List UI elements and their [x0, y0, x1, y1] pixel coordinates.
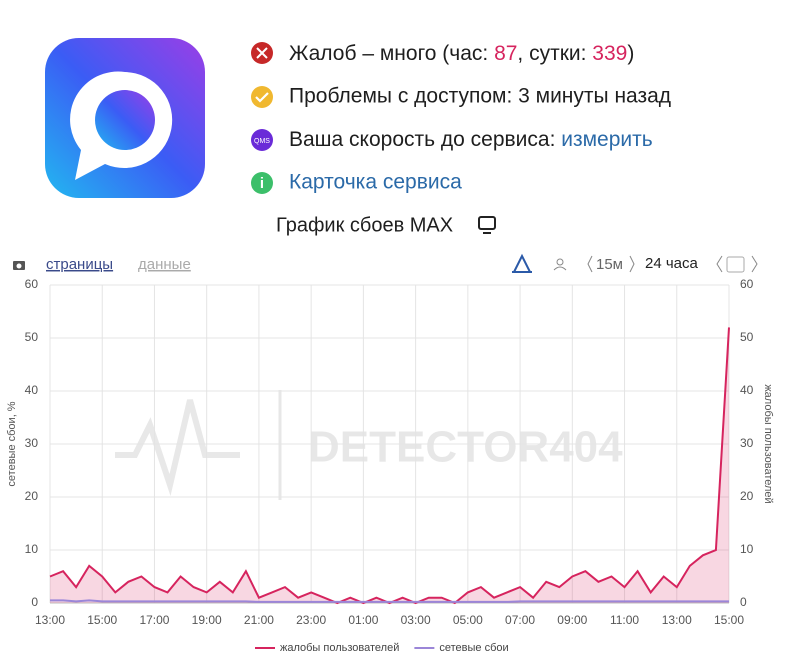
legend-label: сетевые сбои: [439, 642, 508, 654]
y-tick-label: 30: [25, 436, 39, 450]
y-tick-label: 60: [25, 277, 39, 291]
y-tick-label: 20: [25, 489, 39, 503]
interval-arrows[interactable]: [587, 255, 635, 273]
period[interactable]: 24 часа: [645, 255, 699, 272]
text: ): [627, 42, 634, 65]
y2-tick-label: 50: [740, 330, 754, 344]
svg-text:i: i: [260, 175, 264, 192]
y2-axis-label: жалобы пользователей: [762, 384, 774, 503]
x-tick-label: 07:00: [505, 613, 535, 627]
speed-link[interactable]: измерить: [561, 128, 653, 151]
access-status: Проблемы с доступом: 3 минуты назад: [289, 85, 671, 108]
y-tick-label: 0: [31, 595, 38, 609]
y-tick-label: 50: [25, 330, 39, 344]
data-tab[interactable]: данные: [138, 256, 191, 273]
y-tick-label: 40: [25, 383, 39, 397]
chart-mode-icon[interactable]: [512, 253, 532, 273]
x-tick-label: 21:00: [244, 613, 274, 627]
complaints-status: Жалоб – много (час: 87, сутки: 339): [289, 42, 634, 65]
text: Ваша скорость до сервиса:: [289, 128, 561, 151]
text: Жалоб – много (час:: [289, 42, 494, 65]
y2-tick-label: 30: [740, 436, 754, 450]
x-tick-label: 13:00: [662, 613, 692, 627]
camera-icon: [13, 261, 25, 270]
text: , сутки:: [517, 42, 592, 65]
watermark-logo: [115, 390, 282, 500]
hour-count: 87: [494, 42, 517, 65]
watermark: DETECTOR404: [308, 423, 623, 472]
y2-tick-label: 0: [740, 595, 747, 609]
user-icon[interactable]: [553, 258, 567, 271]
x-tick-label: 01:00: [348, 613, 378, 627]
legend-label: жалобы пользователей: [280, 642, 399, 654]
x-tick-label: 13:00: [35, 613, 65, 627]
speed-status: Ваша скорость до сервиса: измерить: [289, 128, 653, 151]
interval[interactable]: 15м: [596, 256, 623, 273]
y2-tick-label: 20: [740, 489, 754, 503]
x-tick-label: 09:00: [557, 613, 587, 627]
tv-icon: [478, 216, 496, 234]
x-tick-label: 03:00: [401, 613, 431, 627]
x-tick-label: 11:00: [610, 613, 639, 627]
y-axis-label: сетевые сбои, %: [6, 401, 18, 486]
app-icon: [45, 38, 205, 198]
y2-tick-label: 10: [740, 542, 754, 556]
y2-tick-label: 60: [740, 277, 754, 291]
series-line: [49, 327, 730, 605]
qms-icon: QMS: [254, 138, 270, 145]
calendar-nav[interactable]: [716, 255, 758, 273]
x-tick-label: 15:00: [87, 613, 117, 627]
day-count: 339: [592, 42, 627, 65]
y2-tick-label: 40: [740, 383, 754, 397]
x-tick-label: 15:00: [714, 613, 744, 627]
pages-tab[interactable]: страницы: [46, 256, 113, 273]
y-tick-label: 10: [25, 542, 39, 556]
status-icons: i: [251, 42, 273, 194]
chart-header: График сбоев MAX: [276, 214, 453, 236]
series-line: [50, 599, 729, 603]
x-tick-label: 23:00: [296, 613, 326, 627]
x-tick-label: 05:00: [453, 613, 483, 627]
x-tick-label: 17:00: [139, 613, 169, 627]
x-tick-label: 19:00: [192, 613, 222, 627]
service-card-link[interactable]: Карточка сервиса: [289, 171, 462, 194]
